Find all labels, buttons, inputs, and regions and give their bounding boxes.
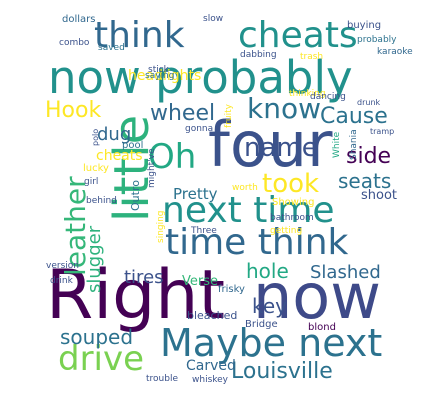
word-drunk: drunk (357, 98, 381, 107)
word-tramp: tramp (370, 127, 394, 136)
word-bleached: bleached (187, 309, 237, 322)
word-hook: Hook (45, 98, 101, 123)
word-three: Three (190, 226, 217, 236)
word-worth: worth (232, 183, 258, 193)
word-shania: Shania (349, 129, 359, 160)
word-bathroom: bathroom (270, 213, 314, 223)
word-version: version (46, 261, 79, 271)
word-whiskey: whiskey (192, 375, 229, 385)
word-karaoke: karaoke (377, 47, 413, 57)
word-cause: Cause (320, 104, 388, 129)
word-dabbing: dabbing (240, 50, 277, 60)
word-gonna: gonna (185, 124, 213, 134)
word-getting: getting (270, 226, 302, 236)
word-dancing: dancing (310, 92, 346, 102)
word-pool: pool (122, 140, 143, 151)
word-little: little (104, 115, 160, 222)
word-saved: saved (98, 43, 125, 53)
word-next-time: next time (162, 190, 335, 231)
word-pretty: Pretty (173, 185, 218, 203)
word-singing: singing (156, 210, 166, 243)
word-trouble: trouble (146, 374, 178, 384)
word-dug: dug (97, 124, 131, 145)
word-time-think: time think (165, 222, 349, 263)
word-oh: Oh (148, 137, 196, 177)
word-now: now (253, 260, 381, 333)
word-wheel: wheel (150, 101, 215, 126)
word-thinking: thinking (289, 89, 326, 99)
word-name: name (244, 133, 318, 163)
word-louisville: Louisville (231, 359, 333, 384)
word-maybe-next: Maybe next (160, 321, 382, 365)
word-lucky: lucky (83, 163, 109, 174)
word-showing: Showing (272, 197, 314, 208)
word-frisky: frisky (218, 284, 245, 295)
word-buying: buying (347, 20, 381, 31)
word-slow: slow (203, 14, 223, 24)
word-slugger: slugger (84, 225, 105, 293)
word-probably: probably (357, 35, 397, 45)
word-know: know (247, 92, 321, 125)
word-saying: saying (145, 71, 174, 81)
word-behind: behind (86, 196, 117, 206)
word-might-ve: might've (147, 148, 157, 188)
word-verse: Verse (182, 274, 218, 289)
word-hole: hole (246, 259, 289, 283)
word-souped: souped (60, 325, 133, 349)
word-now-probably: now probably (48, 51, 353, 104)
word-seats: seats (338, 169, 391, 193)
word-girl: girl (84, 177, 98, 187)
word-bridge: Bridge (245, 319, 278, 330)
word-right: Right (46, 256, 225, 335)
word-blond: blond (308, 322, 336, 333)
word-polo: polo (91, 129, 100, 146)
word-cheats: cheats (96, 148, 143, 164)
word-fruity: fruity (224, 103, 234, 128)
word-four: four (208, 108, 333, 181)
word-drink: drink (50, 276, 74, 286)
word-think: think (94, 15, 185, 56)
word-trash: trash (300, 52, 323, 62)
word-white: White (332, 131, 342, 158)
word-cheats: cheats (238, 15, 358, 56)
word-key: key (252, 294, 287, 318)
word-took: took (262, 169, 319, 199)
word-outro: Outro (129, 180, 142, 211)
word-drive: drive (58, 339, 144, 379)
word-carved: Carved (186, 358, 236, 374)
word-leather: leather (59, 176, 92, 276)
word-stick: stick (148, 65, 170, 75)
word-tires: tires (124, 267, 164, 288)
word-combo: combo (59, 38, 90, 48)
word-slashed: Slashed (310, 262, 381, 283)
word-shoot: shoot (361, 188, 397, 203)
word-side: side (346, 144, 391, 169)
word-headlights: headlights (128, 68, 201, 84)
word-dollars: dollars (62, 14, 95, 25)
